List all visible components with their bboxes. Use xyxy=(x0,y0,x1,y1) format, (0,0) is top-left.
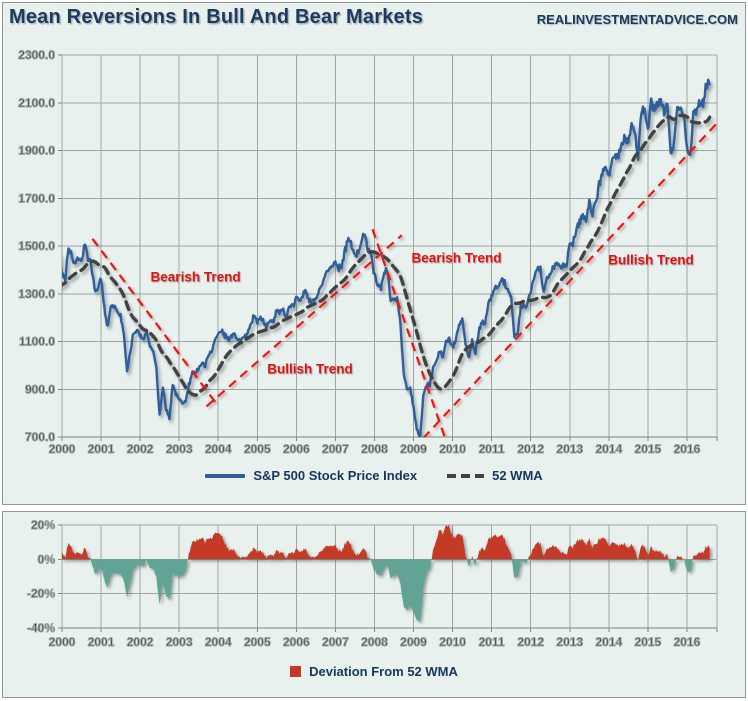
bearish-trend-annotation-1: Bearish Trend xyxy=(150,269,241,285)
sp500-line-swatch xyxy=(205,473,246,478)
chart-title: Mean Reversions In Bull And Bear Markets xyxy=(9,6,424,28)
price-chart-legend: S&P 500 Stock Price Index 52 WMA xyxy=(0,468,748,483)
wma-legend-label: 52 WMA xyxy=(492,468,543,483)
deviation-legend-label: Deviation From 52 WMA xyxy=(309,664,458,679)
wma-dashes-swatch xyxy=(447,473,485,478)
watermark-text: REALINVESTMENTADVICE.COM xyxy=(536,12,738,27)
deviation-legend-item: Deviation From 52 WMA xyxy=(290,664,458,679)
sp500-legend-item: S&P 500 Stock Price Index xyxy=(205,468,417,483)
bearish-trend-annotation-2: Bearish Trend xyxy=(411,250,502,266)
bullish-trend-annotation-2: Bullish Trend xyxy=(608,252,694,268)
bullish-trend-annotation-1: Bullish Trend xyxy=(267,361,353,377)
deviation-square-swatch xyxy=(290,666,302,677)
sp500-legend-label: S&P 500 Stock Price Index xyxy=(253,468,418,483)
deviation-chart-legend: Deviation From 52 WMA xyxy=(0,664,748,679)
wma-legend-item: 52 WMA xyxy=(447,468,543,483)
